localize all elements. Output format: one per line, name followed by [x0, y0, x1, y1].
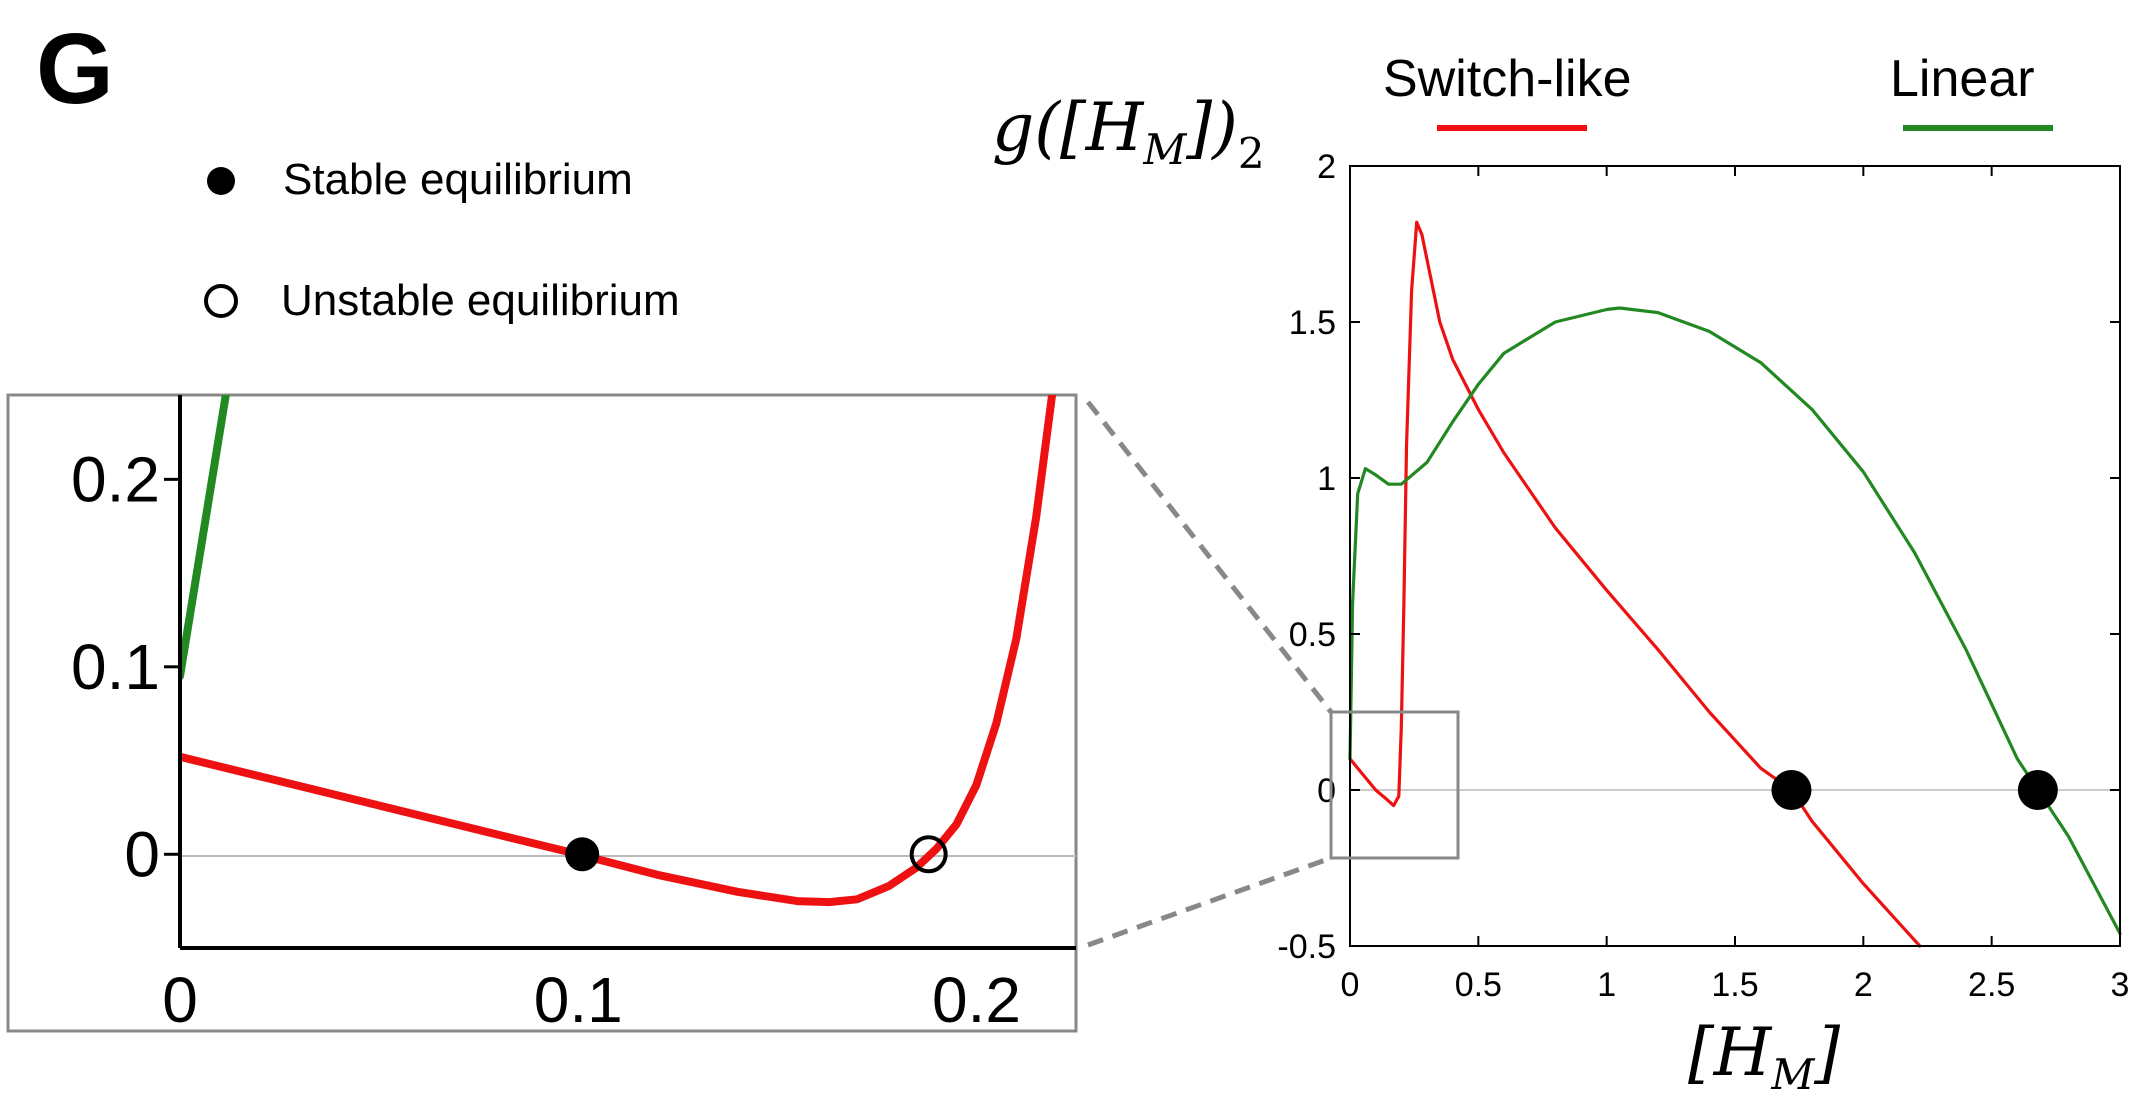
inset-series-switch-like	[180, 395, 1057, 907]
inset-unstable-equilibrium-point	[909, 835, 948, 874]
main-y-tick-label: 0.5	[1289, 616, 1336, 654]
inset-ticks-group: 0 0.1 0.2 0 0.1 0.2	[71, 443, 1021, 1036]
zoom-connector-bottom	[1087, 855, 1332, 948]
main-x-tick-label: 0.5	[1455, 966, 1502, 1004]
unstable-marker-icon	[204, 284, 238, 318]
main-ticks-group: 0 0.5 1 1.5 2 2.5 3-0.500.511.52	[1277, 148, 2129, 1004]
panel-label: G	[36, 13, 114, 125]
main-y-tick-label: 0	[1317, 772, 1336, 810]
main-y-tick-label: 2	[1317, 148, 1336, 186]
inset-y-tick-label: 0	[124, 818, 160, 890]
main-x-tick-label: 2	[1854, 966, 1873, 1004]
inset-stable-equilibrium-point	[565, 837, 600, 872]
main-series-linear	[1348, 306, 2122, 936]
inset-x-tick-label: 0.2	[932, 964, 1021, 1036]
zoom-connector-top	[1086, 400, 1333, 714]
main-stable-equilibrium-point	[1771, 770, 1812, 810]
inset-series-linear	[180, 395, 230, 681]
main-plot: 0 0.5 1 1.5 2 2.5 3-0.500.511.52	[1277, 148, 2129, 1004]
inset-points-group	[565, 835, 948, 874]
inset-y-tick-label: 0.1	[71, 631, 160, 703]
main-x-tick-label: 2.5	[1968, 966, 2015, 1004]
legend-stable-label: Stable equilibrium	[283, 155, 633, 204]
stable-marker-icon	[207, 167, 235, 195]
legend-switch-like-label: Switch-like	[1383, 50, 1632, 108]
main-x-tick-label: 1.5	[1711, 966, 1758, 1004]
inset-y-tick-label: 0.2	[71, 443, 160, 515]
main-stable-equilibrium-point	[2017, 770, 2058, 810]
main-y-tick-label: 1.5	[1289, 304, 1336, 342]
main-points-group	[1771, 770, 2058, 810]
inset-series-group	[180, 395, 1057, 907]
inset-border	[6, 393, 1078, 1033]
legend-linear-label: Linear	[1890, 50, 2035, 108]
main-y-axis-label: g([HM])2	[992, 89, 1265, 178]
main-plot-frame	[1349, 165, 2121, 947]
main-x-tick-label: 1	[1597, 966, 1616, 1004]
main-x-tick-label: 3	[2111, 966, 2130, 1004]
main-series-switch-like	[1348, 220, 1922, 948]
main-y-tick-label: 1	[1317, 460, 1336, 498]
legend-unstable-label: Unstable equilibrium	[281, 276, 680, 325]
inset-x-tick-label: 0	[162, 964, 198, 1036]
inset-plot: 0 0.1 0.2 0 0.1 0.2	[6, 393, 1078, 1036]
zoom-region-box	[1329, 710, 1460, 860]
main-y-tick-label: -0.5	[1277, 928, 1336, 966]
main-x-axis-label: [HM]	[1688, 1014, 1840, 1099]
main-series-group	[1348, 220, 2122, 948]
main-x-tick-label: 0	[1341, 966, 1360, 1004]
inset-x-tick-label: 0.1	[534, 964, 623, 1036]
